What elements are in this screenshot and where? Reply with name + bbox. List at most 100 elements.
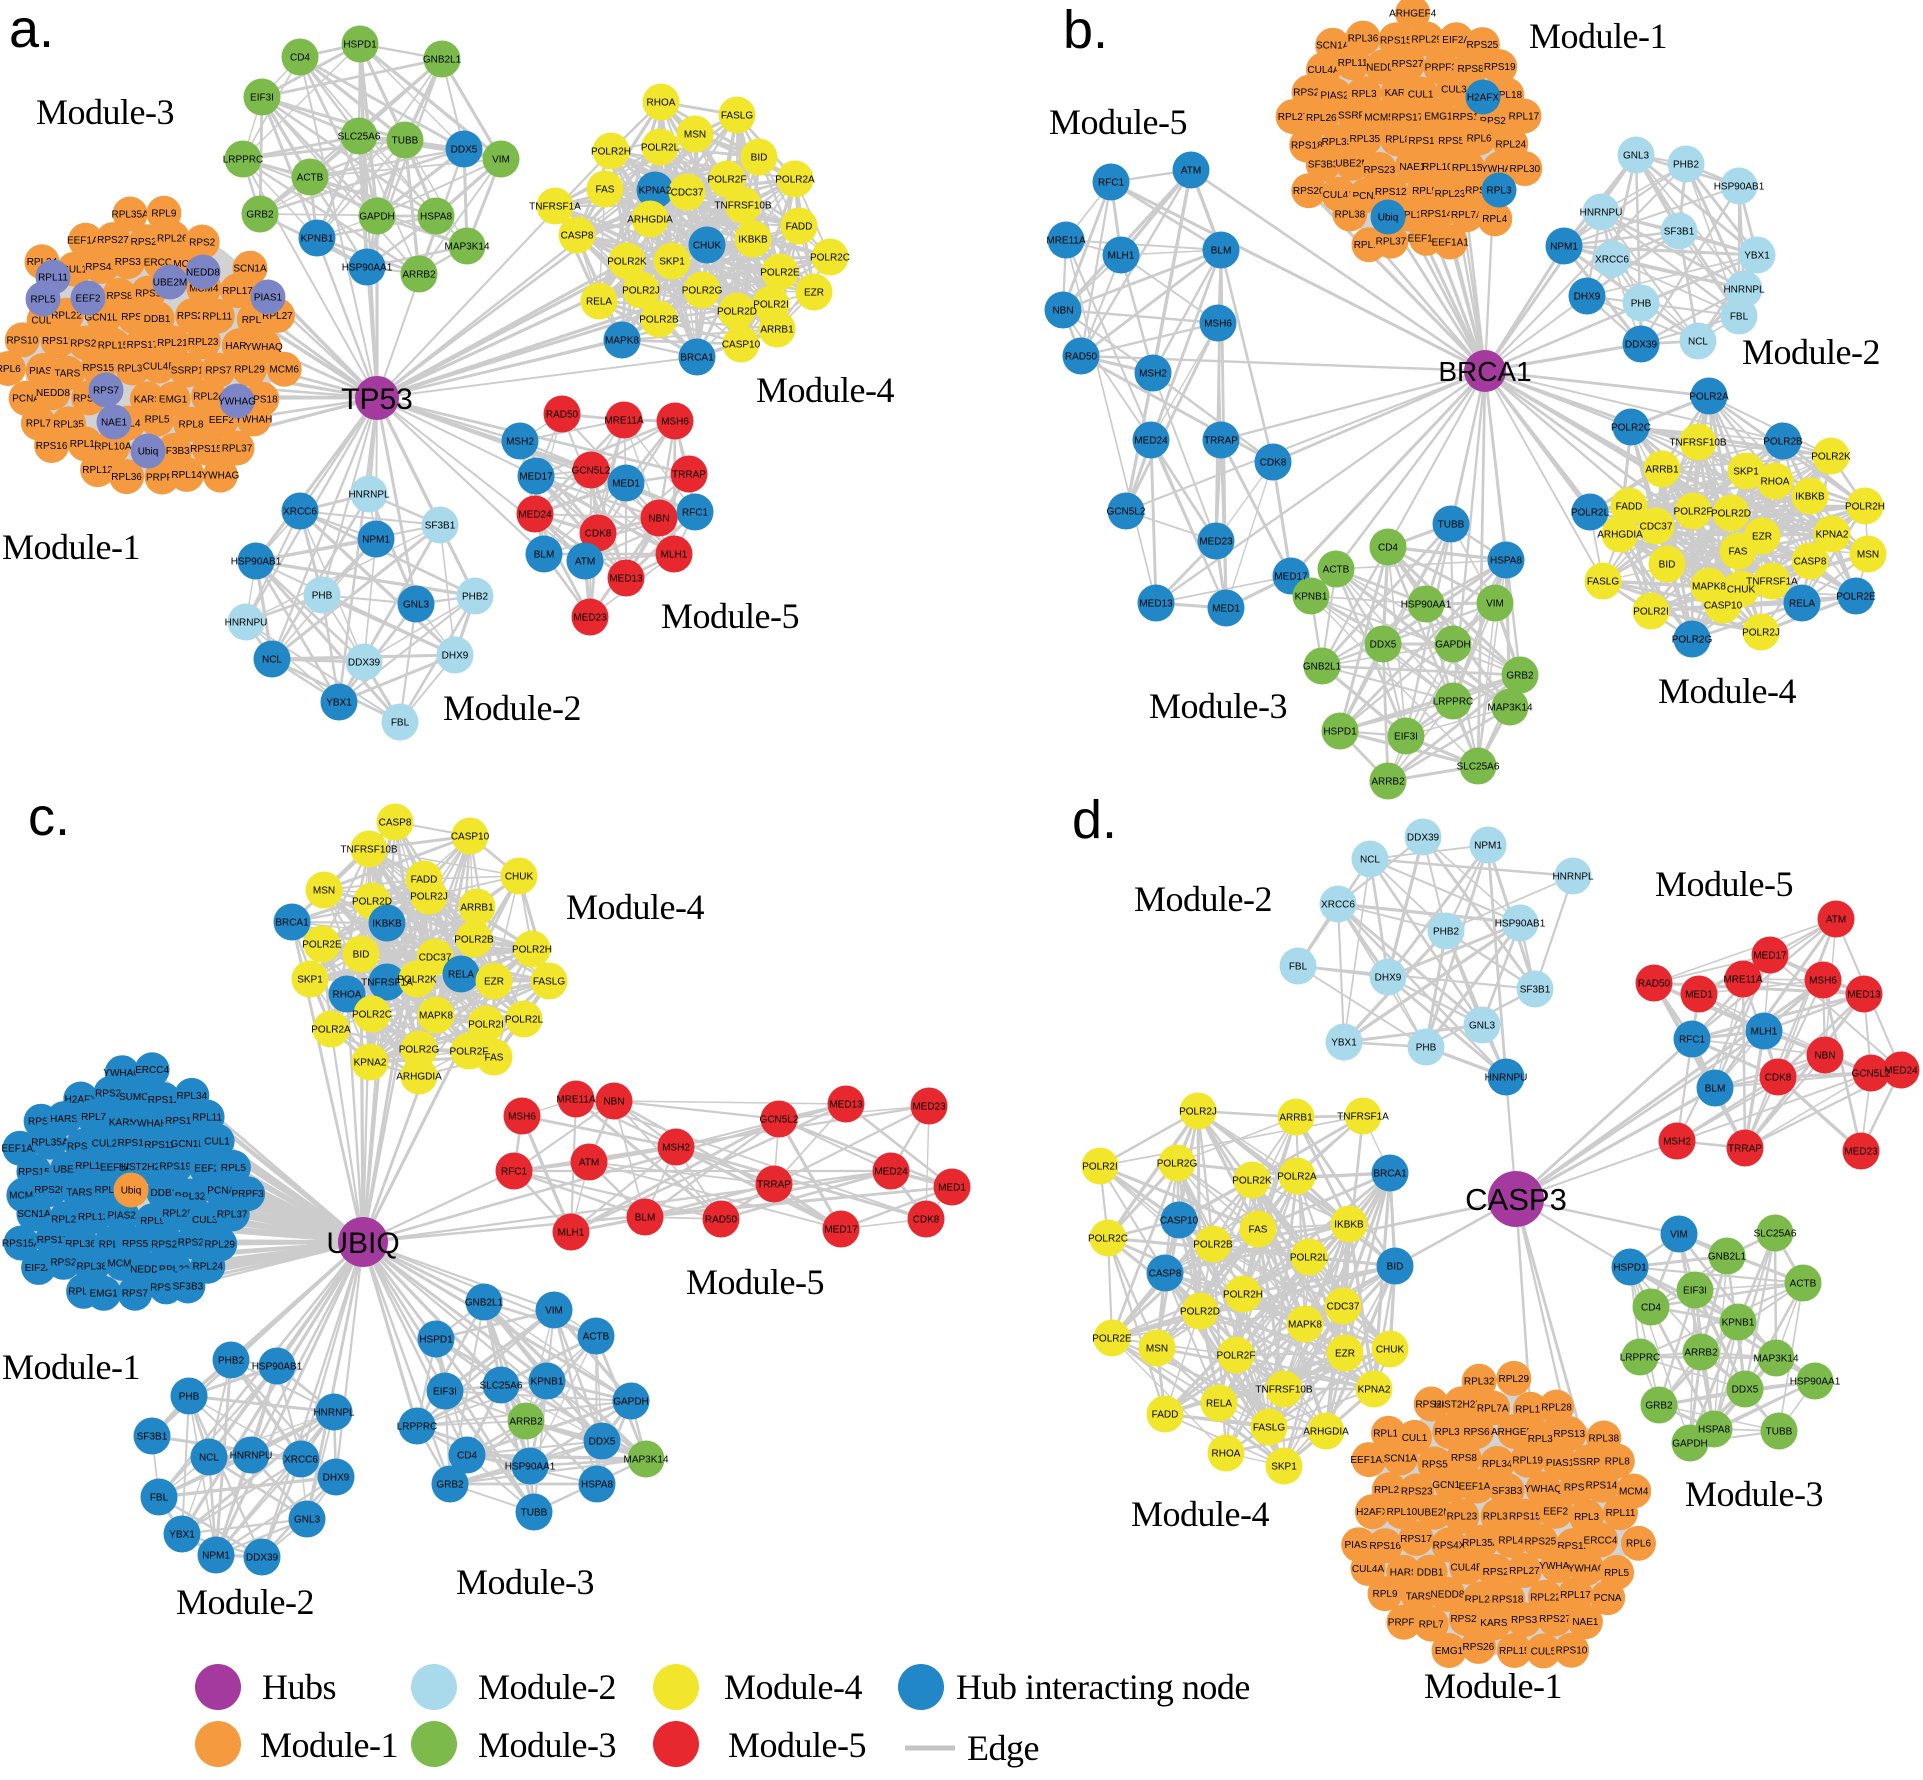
svg-text:GNL3: GNL3 <box>403 599 430 610</box>
svg-text:POLR2C: POLR2C <box>1611 422 1651 433</box>
svg-text:TP53: TP53 <box>341 383 413 416</box>
svg-text:PCNA: PCNA <box>12 394 40 405</box>
svg-text:RPL11: RPL11 <box>192 1112 222 1123</box>
svg-text:CUL4B: CUL4B <box>143 361 176 372</box>
svg-text:MCM6: MCM6 <box>269 365 299 376</box>
svg-text:RPS23: RPS23 <box>1363 165 1395 176</box>
svg-text:PRPF3: PRPF3 <box>1425 62 1458 73</box>
svg-text:RPL34: RPL34 <box>27 257 58 268</box>
svg-text:CUL4B: CUL4B <box>1323 190 1356 201</box>
svg-text:EEF2: EEF2 <box>1543 1507 1568 1518</box>
svg-text:RPL9: RPL9 <box>151 209 176 220</box>
svg-text:RPL11: RPL11 <box>202 312 232 323</box>
svg-text:RPL14: RPL14 <box>171 470 202 481</box>
svg-text:DHX9: DHX9 <box>1375 972 1402 983</box>
svg-text:PRPF3: PRPF3 <box>231 1189 264 1200</box>
svg-text:RPL8: RPL8 <box>1385 134 1410 145</box>
svg-text:RPS18: RPS18 <box>1492 1594 1524 1605</box>
svg-text:RPL9: RPL9 <box>1372 1589 1397 1600</box>
svg-text:POLR2G: POLR2G <box>1157 1158 1198 1169</box>
svg-text:RHOA: RHOA <box>1761 476 1790 487</box>
svg-text:RPS18: RPS18 <box>150 1282 182 1293</box>
svg-text:RPL6: RPL6 <box>1626 1539 1651 1550</box>
svg-text:RPS16: RPS16 <box>1453 112 1485 123</box>
svg-text:EZR: EZR <box>1752 531 1772 542</box>
svg-text:Module-4: Module-4 <box>756 370 894 410</box>
svg-text:YWHAH: YWHAH <box>1539 1561 1576 1572</box>
svg-text:POLR2L: POLR2L <box>641 142 680 153</box>
svg-text:TUBB: TUBB <box>392 135 419 146</box>
svg-text:PIAS1: PIAS1 <box>1546 1458 1575 1469</box>
svg-text:RPL35A: RPL35A <box>1322 137 1360 148</box>
svg-text:MSN: MSN <box>684 129 706 140</box>
svg-text:YWHAQ: YWHAQ <box>245 342 283 353</box>
svg-text:POLR2K: POLR2K <box>607 256 647 267</box>
svg-text:CASP8: CASP8 <box>1794 556 1827 567</box>
svg-text:RPL5: RPL5 <box>145 415 170 426</box>
svg-text:MAP3K14: MAP3K14 <box>444 241 489 252</box>
svg-text:RPS5: RPS5 <box>1438 136 1465 147</box>
svg-text:RFC1: RFC1 <box>501 1166 528 1177</box>
svg-text:POLR2B: POLR2B <box>639 314 679 325</box>
svg-text:KARS: KARS <box>109 1117 137 1128</box>
svg-text:POLR2B: POLR2B <box>1193 1239 1233 1250</box>
svg-text:POLR2K: POLR2K <box>1811 451 1851 462</box>
svg-text:RPL3: RPL3 <box>242 315 267 326</box>
svg-text:FADD: FADD <box>411 874 438 885</box>
svg-text:NEDD8: NEDD8 <box>1366 62 1400 73</box>
svg-text:RPL6: RPL6 <box>0 364 21 375</box>
svg-text:CHUK: CHUK <box>1376 1344 1405 1355</box>
svg-text:RPL37: RPL37 <box>222 443 253 454</box>
svg-text:ARRB2: ARRB2 <box>1371 776 1405 787</box>
svg-text:MAPK8: MAPK8 <box>605 335 639 346</box>
svg-text:PHB2: PHB2 <box>218 1355 245 1366</box>
svg-text:RPS17: RPS17 <box>37 1235 69 1246</box>
svg-text:ERCC4: ERCC4 <box>144 257 178 268</box>
svg-text:YWHAH: YWHAH <box>130 1118 167 1129</box>
svg-text:CUL4A: CUL4A <box>1307 65 1340 76</box>
svg-text:RPL7: RPL7 <box>26 418 51 429</box>
svg-text:RPS14: RPS14 <box>1420 209 1452 220</box>
svg-text:RPL17: RPL17 <box>1560 1590 1591 1601</box>
svg-text:RPL24: RPL24 <box>1496 139 1527 150</box>
svg-text:MCM4: MCM4 <box>107 1259 137 1270</box>
svg-text:RPS26: RPS26 <box>1463 1642 1495 1653</box>
svg-text:MSN: MSN <box>1857 549 1879 560</box>
svg-text:YBX1: YBX1 <box>169 1529 195 1540</box>
svg-text:HSP90AA1: HSP90AA1 <box>342 262 393 273</box>
svg-text:RPL11: RPL11 <box>1338 58 1368 69</box>
svg-text:RPL38: RPL38 <box>77 1262 108 1273</box>
svg-text:CASP10: CASP10 <box>1160 1215 1199 1226</box>
svg-text:POLR2J: POLR2J <box>1179 1106 1217 1117</box>
svg-text:RPS10: RPS10 <box>6 335 38 346</box>
svg-text:RPL26: RPL26 <box>1374 1485 1405 1496</box>
svg-text:POLR2G: POLR2G <box>1672 634 1713 645</box>
svg-text:RPS2: RPS2 <box>1480 116 1507 127</box>
svg-text:RPS15: RPS15 <box>1380 35 1412 46</box>
svg-text:CDC37: CDC37 <box>419 952 452 963</box>
svg-text:HARS: HARS <box>50 1114 78 1125</box>
svg-text:RPL29: RPL29 <box>234 364 265 375</box>
svg-text:SF3B3: SF3B3 <box>159 446 190 457</box>
svg-text:RPS11: RPS11 <box>144 1140 175 1151</box>
svg-text:TARS: TARS <box>1406 1591 1432 1602</box>
svg-text:FBL: FBL <box>391 717 410 728</box>
svg-text:FAS: FAS <box>485 1052 504 1063</box>
svg-text:ACTB: ACTB <box>297 172 324 183</box>
svg-text:POLR2F: POLR2F <box>1217 1350 1256 1361</box>
svg-text:BRCA1: BRCA1 <box>275 917 309 928</box>
svg-text:FASLG: FASLG <box>1253 1422 1285 1433</box>
svg-text:SCN1A: SCN1A <box>233 264 267 275</box>
svg-text:HSP90AA1: HSP90AA1 <box>505 1461 556 1472</box>
svg-text:NBN: NBN <box>648 513 669 524</box>
svg-text:RPS18: RPS18 <box>246 395 278 406</box>
svg-text:YBX1: YBX1 <box>326 697 352 708</box>
svg-text:MSH6: MSH6 <box>1204 318 1232 329</box>
svg-text:ERCC4: ERCC4 <box>1584 1535 1618 1546</box>
svg-text:RPS18: RPS18 <box>1291 141 1323 152</box>
svg-text:POLR2A: POLR2A <box>311 1024 351 1035</box>
svg-text:POLR2D: POLR2D <box>1180 1306 1220 1317</box>
svg-text:RPS7: RPS7 <box>205 366 232 377</box>
svg-text:NEDD8: NEDD8 <box>130 1265 164 1276</box>
svg-text:MED23: MED23 <box>1199 536 1233 547</box>
